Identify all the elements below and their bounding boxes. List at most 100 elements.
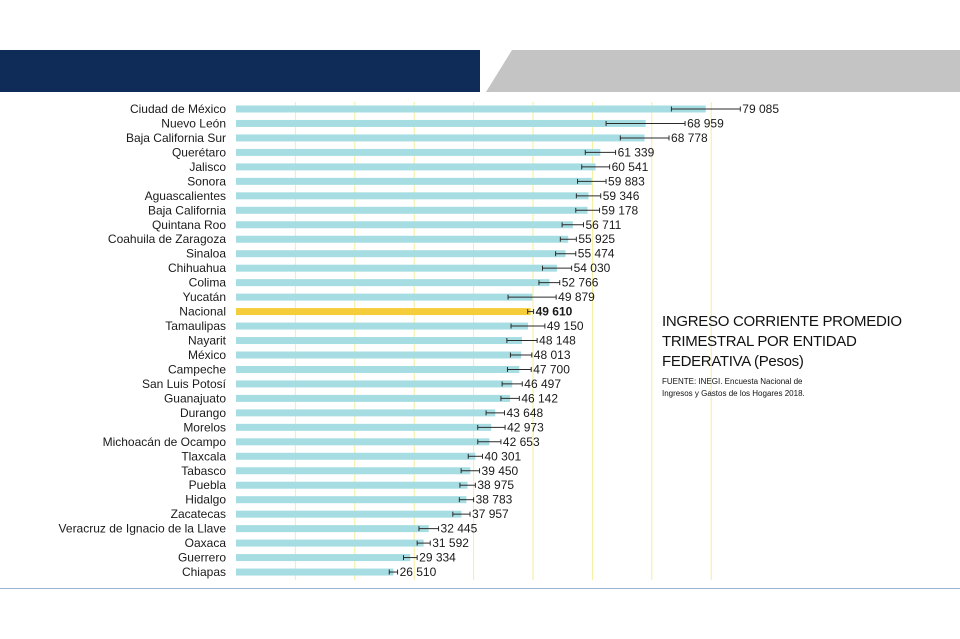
value-label-12: 52 766	[562, 276, 599, 290]
value-label-30: 31 592	[432, 536, 469, 550]
category-label-11: Chihuahua	[168, 261, 226, 275]
category-label-19: San Luis Potosí	[142, 377, 227, 391]
bar-30	[236, 539, 424, 547]
chart-title-line-2: TRIMESTRAL POR ENTIDAD	[662, 333, 857, 350]
category-label-1: Nuevo León	[161, 116, 226, 130]
category-label-20: Guanajuato	[164, 391, 226, 405]
category-label-6: Aguascalientes	[145, 189, 226, 203]
category-label-5: Sonora	[187, 174, 226, 188]
category-label-0: Ciudad de México	[130, 102, 226, 116]
value-label-31: 29 334	[419, 551, 456, 565]
bar-5	[236, 177, 592, 185]
category-label-29: Veracruz de Ignacio de la Llave	[59, 522, 227, 536]
value-label-11: 54 030	[574, 261, 611, 275]
value-label-21: 43 648	[506, 406, 543, 420]
bar-10	[236, 250, 566, 258]
value-label-22: 42 973	[507, 420, 544, 434]
value-label-32: 26 510	[400, 565, 437, 579]
category-label-12: Colima	[189, 276, 227, 290]
category-label-31: Guerrero	[178, 551, 226, 565]
bar-0	[236, 105, 706, 113]
bar-11	[236, 264, 557, 272]
value-label-13: 49 879	[558, 290, 595, 304]
category-label-32: Chiapas	[182, 565, 226, 579]
category-label-24: Tlaxcala	[181, 449, 226, 463]
value-label-17: 48 013	[534, 348, 571, 362]
bar-31	[236, 554, 411, 562]
chart-title-line-3: FEDERATIVA (Pesos)	[662, 353, 804, 370]
category-label-28: Zacatecas	[171, 507, 226, 521]
bar-7	[236, 206, 588, 214]
value-label-18: 47 700	[533, 362, 570, 376]
bar-20	[236, 394, 511, 402]
value-label-15: 49 150	[547, 319, 584, 333]
value-label-16: 48 148	[539, 334, 576, 348]
value-label-3: 61 339	[618, 145, 655, 159]
chart-title-line-1: INGRESO CORRIENTE PROMEDIO	[662, 313, 902, 330]
source-note: FUENTE: INEGI. Encuesta Nacional de Ingr…	[662, 376, 942, 400]
value-label-26: 38 975	[477, 478, 514, 492]
category-label-25: Tabasco	[181, 464, 226, 478]
value-label-23: 42 653	[503, 435, 540, 449]
bar-1	[236, 119, 646, 127]
category-label-3: Querétaro	[172, 145, 226, 159]
category-label-2: Baja California Sur	[126, 131, 226, 145]
bar-24	[236, 452, 476, 460]
bar-16	[236, 337, 522, 345]
bars	[236, 105, 706, 576]
category-label-27: Hidalgo	[185, 493, 226, 507]
value-label-1: 68 959	[687, 116, 724, 130]
chart-title-block: INGRESO CORRIENTE PROMEDIO TRIMESTRAL PO…	[662, 312, 942, 400]
category-label-7: Baja California	[148, 203, 226, 217]
value-label-14: 49 610	[536, 305, 573, 319]
bar-29	[236, 525, 429, 533]
value-label-27: 38 783	[476, 493, 513, 507]
bar-9	[236, 235, 569, 243]
source-line-1: FUENTE: INEGI. Encuesta Nacional de	[662, 377, 803, 386]
value-label-0: 79 085	[742, 102, 779, 116]
bar-18	[236, 365, 520, 373]
bar-25	[236, 467, 471, 475]
value-label-8: 56 711	[585, 218, 621, 232]
value-label-20: 46 142	[521, 391, 558, 405]
value-label-2: 68 778	[671, 131, 708, 145]
category-label-13: Yucatán	[183, 290, 226, 304]
value-label-24: 40 301	[485, 449, 522, 463]
category-label-4: Jalisco	[189, 160, 226, 174]
value-label-6: 59 346	[603, 189, 640, 203]
bar-6	[236, 192, 589, 200]
bottom-divider	[0, 588, 960, 589]
header-gray-band	[486, 50, 960, 92]
bar-21	[236, 409, 496, 417]
category-label-22: Morelos	[183, 420, 226, 434]
category-label-17: México	[188, 348, 226, 362]
bar-15	[236, 322, 528, 330]
bar-4	[236, 163, 596, 171]
bar-12	[236, 279, 550, 287]
category-label-15: Tamaulipas	[165, 319, 226, 333]
category-label-18: Campeche	[168, 362, 226, 376]
bar-8	[236, 221, 573, 229]
bar-23	[236, 438, 490, 446]
bar-17	[236, 351, 522, 359]
source-line-2: Ingresos y Gastos de los Hogares 2018.	[662, 389, 805, 398]
category-label-9: Coahuila de Zaragoza	[108, 232, 226, 246]
bar-19	[236, 380, 513, 388]
value-label-29: 32 445	[441, 522, 478, 536]
bar-14	[236, 308, 531, 316]
bar-27	[236, 496, 467, 504]
value-label-19: 46 497	[524, 377, 561, 391]
bar-2	[236, 134, 645, 142]
value-label-25: 39 450	[482, 464, 519, 478]
value-label-28: 37 957	[472, 507, 509, 521]
bar-22	[236, 423, 492, 431]
category-label-16: Nayarit	[188, 334, 227, 348]
value-label-9: 55 925	[578, 232, 615, 246]
category-label-26: Puebla	[189, 478, 227, 492]
bar-26	[236, 481, 468, 489]
value-label-5: 59 883	[608, 174, 645, 188]
header-navy-band	[0, 50, 480, 92]
